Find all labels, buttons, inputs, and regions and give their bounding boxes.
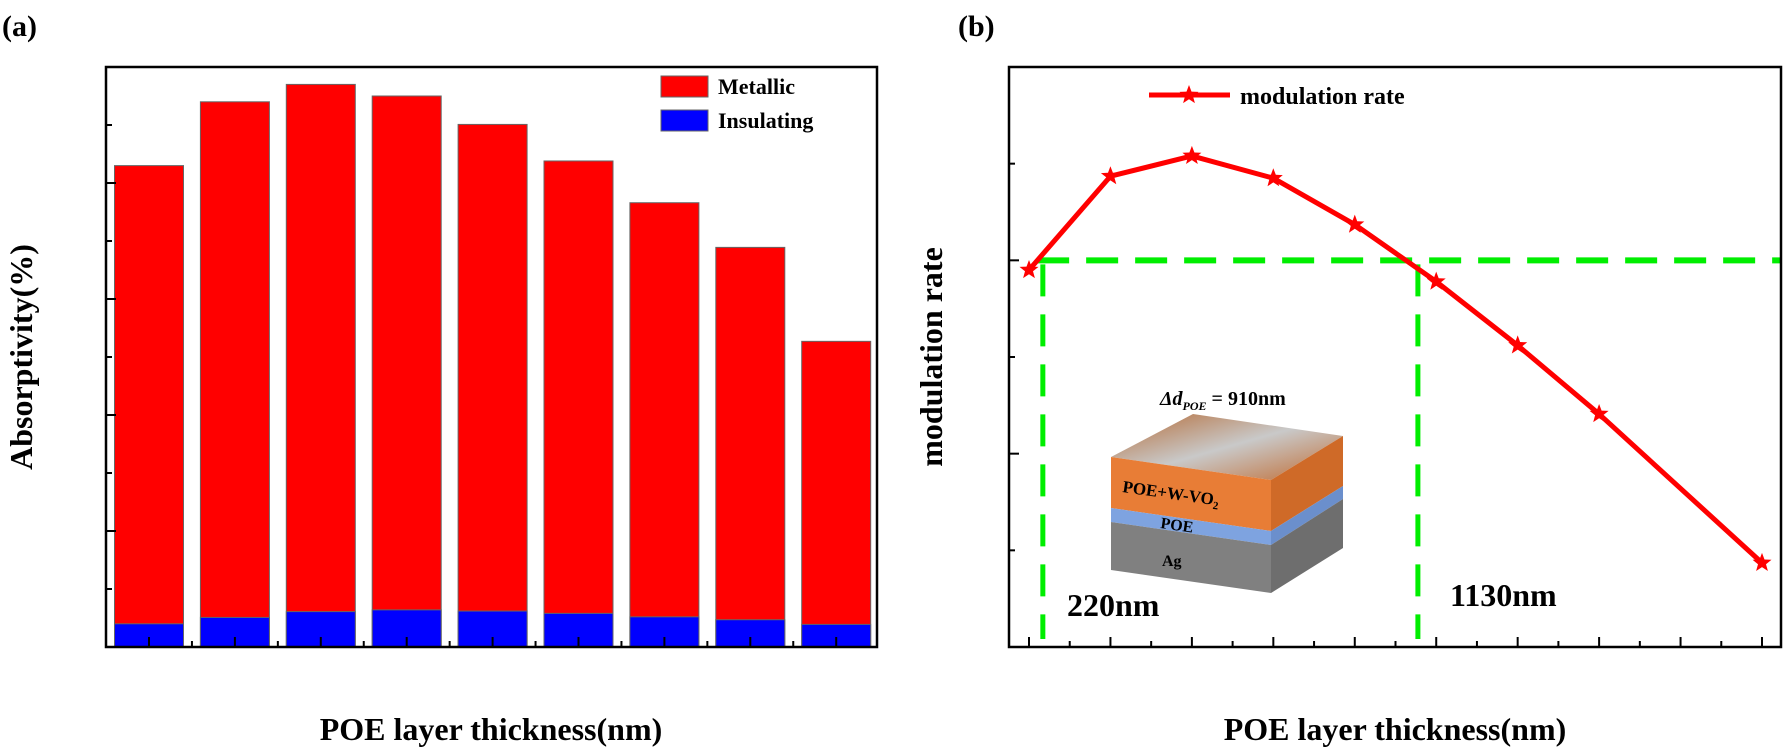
bar-metallic-1400: [629, 202, 700, 648]
legend-a: Metallic Insulating: [660, 74, 813, 133]
inset-front-blue: [1111, 508, 1271, 545]
panel-b: (b) POE+W-VO2 POE Ag ΔdPOE = 910nm: [913, 10, 1783, 747]
bar-metallic-1200: [543, 160, 614, 648]
legend-swatch-insulating: [660, 109, 709, 132]
legend-star-icon: [1179, 85, 1199, 104]
legend-label-modulation: modulation rate: [1240, 84, 1405, 110]
inset-layer-3-label: Ag: [1162, 553, 1182, 570]
data-point-star-2000: [1752, 552, 1772, 571]
inset-side-grey: [1271, 499, 1343, 593]
panel-a-label: (a): [2, 10, 37, 43]
inset-top-face: [1111, 414, 1343, 480]
y-axis-title-b: modulation rate: [913, 247, 949, 467]
bar-metallic-800: [371, 95, 442, 648]
data-point-star-1600: [1589, 404, 1609, 423]
ref-label-220: 220nm: [1067, 587, 1160, 623]
inset-side-orange: [1271, 436, 1343, 531]
bar-metallic-2000: [801, 340, 872, 648]
x-axis-title-b: POE layer thickness(nm): [1224, 711, 1567, 747]
bar-metallic-1000: [457, 123, 528, 648]
inset-annotation: ΔdPOE = 910nm: [1159, 388, 1286, 413]
inset-layer-2-label: POE: [1159, 515, 1194, 536]
data-point-star-800: [1263, 168, 1283, 187]
axes-a: [106, 66, 838, 648]
ref-label-1130: 1130nm: [1450, 577, 1557, 613]
series-group: [1019, 145, 1772, 571]
panel-b-label: (b): [958, 10, 995, 43]
inset-side-blue: [1271, 486, 1343, 545]
legend-label-metallic: Metallic: [718, 74, 795, 99]
legend-label-insulating: Insulating: [718, 108, 813, 133]
x-axis-title-a: POE layer thickness(nm): [320, 711, 663, 747]
data-point-star-600: [1182, 145, 1202, 164]
data-point-star-1400: [1508, 335, 1528, 354]
data-point-star-1200: [1426, 271, 1446, 290]
bar-metallic-200: [114, 165, 184, 648]
data-point-star-400: [1100, 166, 1120, 185]
bar-metallic-1600: [715, 246, 786, 648]
legend-b: modulation rate: [1149, 84, 1405, 110]
y-axis-title-a: Absorptivity(%): [3, 244, 39, 470]
bars-group: [114, 83, 872, 648]
inset-front-orange: [1111, 457, 1271, 531]
bar-metallic-600: [285, 83, 356, 648]
legend-swatch-metallic: [660, 75, 709, 98]
axes-b: [1009, 66, 1763, 648]
bar-metallic-400: [199, 101, 270, 648]
inset-diagram: POE+W-VO2 POE Ag ΔdPOE = 910nm: [1111, 388, 1343, 593]
data-point-star-1000: [1345, 214, 1365, 233]
data-point-star-200: [1019, 260, 1039, 279]
panel-a: (a) POE layer thickness(nm) Absorptivity…: [2, 10, 879, 747]
inset-front-grey: [1111, 522, 1271, 593]
